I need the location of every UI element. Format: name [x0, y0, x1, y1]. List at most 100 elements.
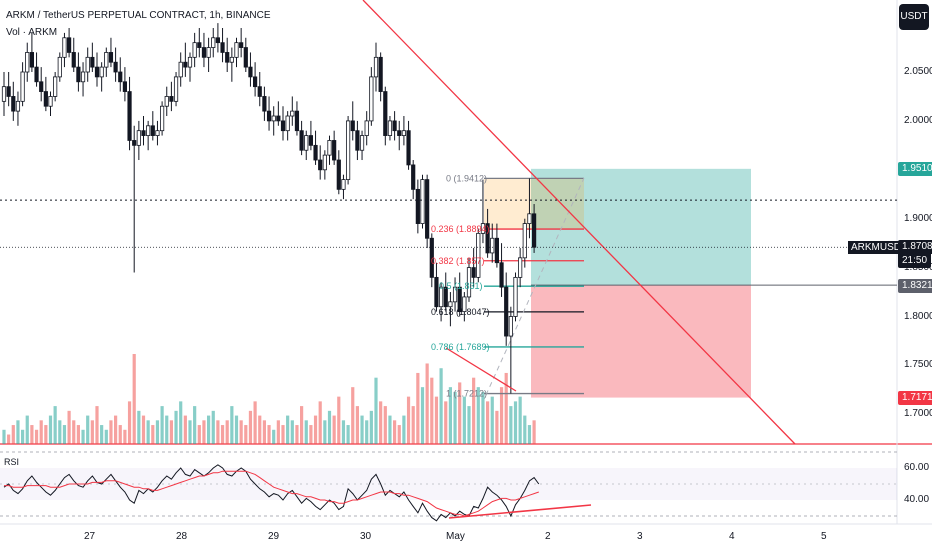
volume-bar	[300, 406, 304, 444]
candle-body	[104, 52, 109, 68]
volume-bar	[2, 429, 6, 444]
volume-bar	[76, 425, 80, 444]
candle-body	[434, 276, 439, 308]
target-zone	[531, 168, 751, 286]
volume-bar	[86, 415, 90, 444]
candle-body	[387, 120, 393, 136]
candle-body	[364, 120, 369, 136]
volume-bar	[230, 406, 234, 444]
rsi-line	[3, 464, 540, 522]
candle-body	[57, 56, 62, 78]
volume-bar	[369, 410, 373, 444]
volume-bar	[439, 368, 443, 444]
fib-retracement[interactable]	[484, 177, 585, 396]
candle-body	[118, 71, 123, 83]
descending-trendline	[362, 0, 796, 445]
volume-bar	[234, 415, 239, 444]
fib-level-label: 1 (1.7212)	[446, 389, 487, 399]
volume-bar	[355, 406, 359, 444]
countdown-tag: 21:50	[898, 254, 932, 268]
candle-body	[299, 130, 304, 151]
volume-bar	[44, 425, 48, 444]
candle-body	[29, 52, 35, 68]
volume-bar	[95, 406, 99, 444]
candle-body	[76, 66, 81, 83]
candle-body	[6, 86, 11, 97]
entry-price-tag: 1.8321	[898, 279, 932, 293]
fib-level-label: 0 (1.9412)	[446, 173, 487, 183]
candle-body	[159, 105, 165, 132]
candle-body	[173, 76, 179, 102]
volume-bar	[58, 420, 62, 444]
volume-bar	[216, 420, 220, 444]
fib-level-label: 0.236 (1.8894)	[431, 224, 490, 234]
volume-bar	[72, 420, 76, 444]
candle-body	[248, 66, 253, 78]
candle-body	[332, 140, 337, 161]
candle-body	[71, 52, 76, 68]
volume-bar	[21, 429, 25, 444]
candle-body	[369, 76, 374, 122]
volume-bar	[193, 406, 197, 444]
candle-body	[373, 56, 379, 78]
volume-bar	[462, 396, 466, 444]
rsi-ma-line	[4, 470, 539, 517]
candle-body	[11, 96, 16, 112]
candle-body	[378, 56, 383, 92]
volume-bar	[90, 420, 94, 444]
volume-bar	[62, 425, 67, 444]
volume-bar	[383, 406, 387, 444]
currency-button[interactable]: USDT	[899, 4, 929, 30]
volume-bar	[472, 377, 476, 444]
candle-body	[415, 188, 420, 224]
projection-dashed-line	[485, 177, 585, 396]
volume-bar	[262, 420, 266, 444]
candle-body	[345, 120, 351, 180]
candle-body	[355, 130, 360, 151]
candle-body	[252, 76, 258, 88]
volume-bar	[458, 382, 462, 444]
volume-indicator-title: Vol · ARKM	[6, 27, 58, 38]
volume-bar	[174, 410, 178, 444]
candle-body	[146, 125, 151, 136]
rsi-tick: 60.00	[904, 462, 930, 473]
volume-bar	[151, 425, 155, 444]
volume-bar	[486, 401, 490, 444]
drawings-layer[interactable]	[0, 0, 897, 445]
volume-bar	[81, 429, 85, 444]
volume-bar	[141, 415, 146, 444]
volume-bar	[476, 387, 480, 444]
volume-bar	[146, 420, 150, 444]
price-tick: 1.9000	[904, 212, 932, 224]
candle-body	[108, 52, 114, 63]
time-tick: 5	[821, 531, 827, 542]
volume-bar	[313, 415, 318, 444]
candle-body	[499, 262, 504, 288]
volume-bar	[444, 401, 448, 444]
candle-body	[187, 56, 193, 68]
volume-bar	[220, 425, 225, 444]
volume-bar	[411, 406, 415, 444]
volume-bar	[39, 420, 43, 444]
fib-level-label: 0.382 (1.857)	[431, 256, 485, 266]
fib-labels: 0 (1.9412) 0.236 (1.8894) 0.382 (1.857) 0.5…	[431, 173, 490, 398]
volume-bar	[360, 415, 364, 444]
volume-bar	[499, 387, 504, 444]
volume-bar	[518, 396, 522, 444]
position-zones[interactable]	[531, 168, 897, 398]
volume-bar	[388, 415, 392, 444]
volume-bar	[100, 425, 104, 444]
volume-bar	[165, 415, 169, 444]
volume-bar	[123, 429, 127, 444]
time-tick: 30	[360, 531, 372, 542]
stop-zone	[531, 285, 751, 398]
volume-bar	[48, 415, 53, 444]
volume-bar	[53, 406, 57, 444]
candle-body	[62, 37, 67, 58]
candle-body	[304, 135, 309, 151]
volume-bar	[188, 420, 192, 444]
volume-bar	[425, 363, 429, 444]
volume-bar	[481, 391, 485, 444]
